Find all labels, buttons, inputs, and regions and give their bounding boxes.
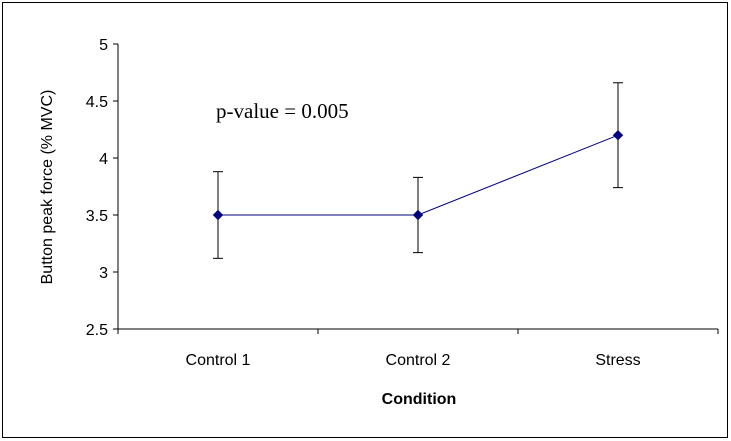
y-tick-label: 2.5 [86, 322, 108, 339]
data-point [612, 129, 624, 141]
y-tick-label: 4.5 [86, 94, 108, 111]
y-tick-label: 3 [99, 265, 108, 282]
y-axis-title: Button peak force (% MVC) [39, 90, 56, 285]
x-tick-label: Stress [595, 352, 640, 369]
data-point [212, 209, 224, 221]
y-tick-label: 5 [99, 37, 108, 54]
data-point [412, 209, 424, 221]
x-axis-title: Condition [382, 391, 457, 408]
p-value-annotation: p-value = 0.005 [216, 99, 349, 123]
y-tick-label: 4 [99, 151, 108, 168]
x-tick-label: Control 2 [386, 352, 451, 369]
y-tick-label: 3.5 [86, 208, 108, 225]
x-tick-label: Control 1 [186, 352, 251, 369]
